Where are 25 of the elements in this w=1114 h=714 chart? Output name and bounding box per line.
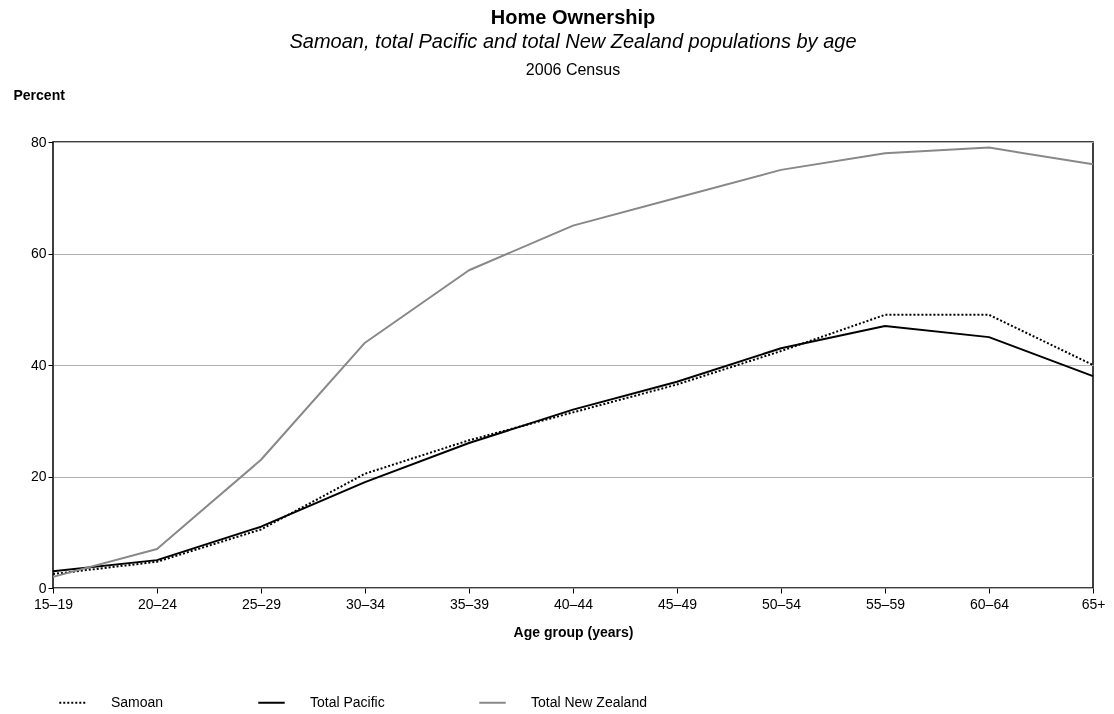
x-tick-label: 40–44 <box>554 595 594 612</box>
legend-label: Samoan <box>111 693 164 710</box>
y-tick-label: 40 <box>30 356 47 373</box>
x-tick-label: 25–29 <box>242 595 282 612</box>
line-series <box>52 146 1094 578</box>
x-tick-label: 55–59 <box>866 595 906 612</box>
x-tick-label: 50–54 <box>762 595 802 612</box>
text: 2006 Census <box>525 61 621 78</box>
y-tick-label: 0 <box>38 579 47 596</box>
legend-label: Total New Zealand <box>531 693 647 710</box>
chart-title: Home Ownership <box>490 6 656 28</box>
chart-subtitle: Samoan, total Pacific and total New Zealand populations by age <box>289 30 857 52</box>
x-axis-title: Age group (years) <box>513 623 634 640</box>
x-tick-label: 30–34 <box>346 595 386 612</box>
y-axis-title: Percent <box>13 86 66 103</box>
x-tick-label: 20–24 <box>138 595 178 612</box>
y-tick-label: 60 <box>30 245 47 261</box>
x-tick-label: 65+ <box>1081 595 1106 612</box>
x-tick-label: 15–19 <box>34 595 74 612</box>
legend-label: Total Pacific <box>310 693 385 710</box>
x-tick-label: 60–64 <box>970 595 1010 612</box>
y-tick-label: 20 <box>30 468 47 484</box>
y-tick-label: 80 <box>30 133 47 150</box>
x-tick-label: 45–49 <box>658 595 698 612</box>
x-tick-label: 35–39 <box>450 595 490 612</box>
